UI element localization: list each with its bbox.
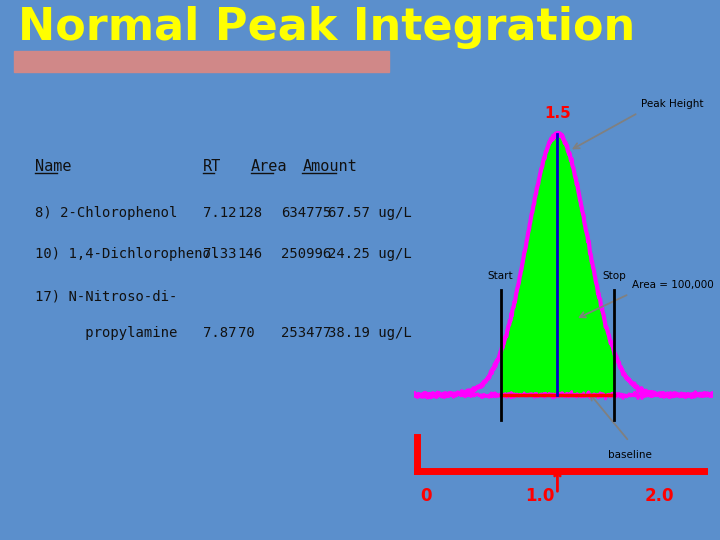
Text: 146: 146 <box>238 247 263 261</box>
Text: 7.87: 7.87 <box>203 326 237 340</box>
Text: 253477: 253477 <box>281 326 331 340</box>
Text: baseline: baseline <box>608 450 652 460</box>
Text: Area = 100,000: Area = 100,000 <box>632 280 714 290</box>
Text: 7.12: 7.12 <box>203 206 237 220</box>
Text: Amount: Amount <box>302 159 357 174</box>
Text: Stop: Stop <box>603 271 626 281</box>
Text: Start: Start <box>488 271 513 281</box>
Text: propylamine: propylamine <box>35 326 177 340</box>
Text: 1.5: 1.5 <box>544 106 571 122</box>
Text: 250996: 250996 <box>281 247 331 261</box>
Text: 634775: 634775 <box>281 206 331 220</box>
Text: 128: 128 <box>238 206 263 220</box>
Text: 70: 70 <box>238 326 254 340</box>
Text: 17) N-Nitroso-di-: 17) N-Nitroso-di- <box>35 289 177 303</box>
Text: Area: Area <box>251 159 287 174</box>
Text: Peak Height: Peak Height <box>641 99 703 109</box>
Text: 2.0: 2.0 <box>644 487 674 504</box>
Text: 24.25 ug/L: 24.25 ug/L <box>328 247 412 261</box>
Text: 8) 2-Chlorophenol: 8) 2-Chlorophenol <box>35 206 177 220</box>
Text: Normal Peak Integration: Normal Peak Integration <box>18 6 635 49</box>
Text: 38.19 ug/L: 38.19 ug/L <box>328 326 412 340</box>
Text: 1.0: 1.0 <box>525 487 554 504</box>
Text: Name: Name <box>35 159 71 174</box>
Text: RT: RT <box>203 159 221 174</box>
Bar <box>14 51 389 72</box>
Text: 67.57 ug/L: 67.57 ug/L <box>328 206 412 220</box>
Text: 10) 1,4-Dichlorophenol: 10) 1,4-Dichlorophenol <box>35 247 219 261</box>
Text: 0: 0 <box>420 487 432 504</box>
Text: 7.33: 7.33 <box>203 247 237 261</box>
